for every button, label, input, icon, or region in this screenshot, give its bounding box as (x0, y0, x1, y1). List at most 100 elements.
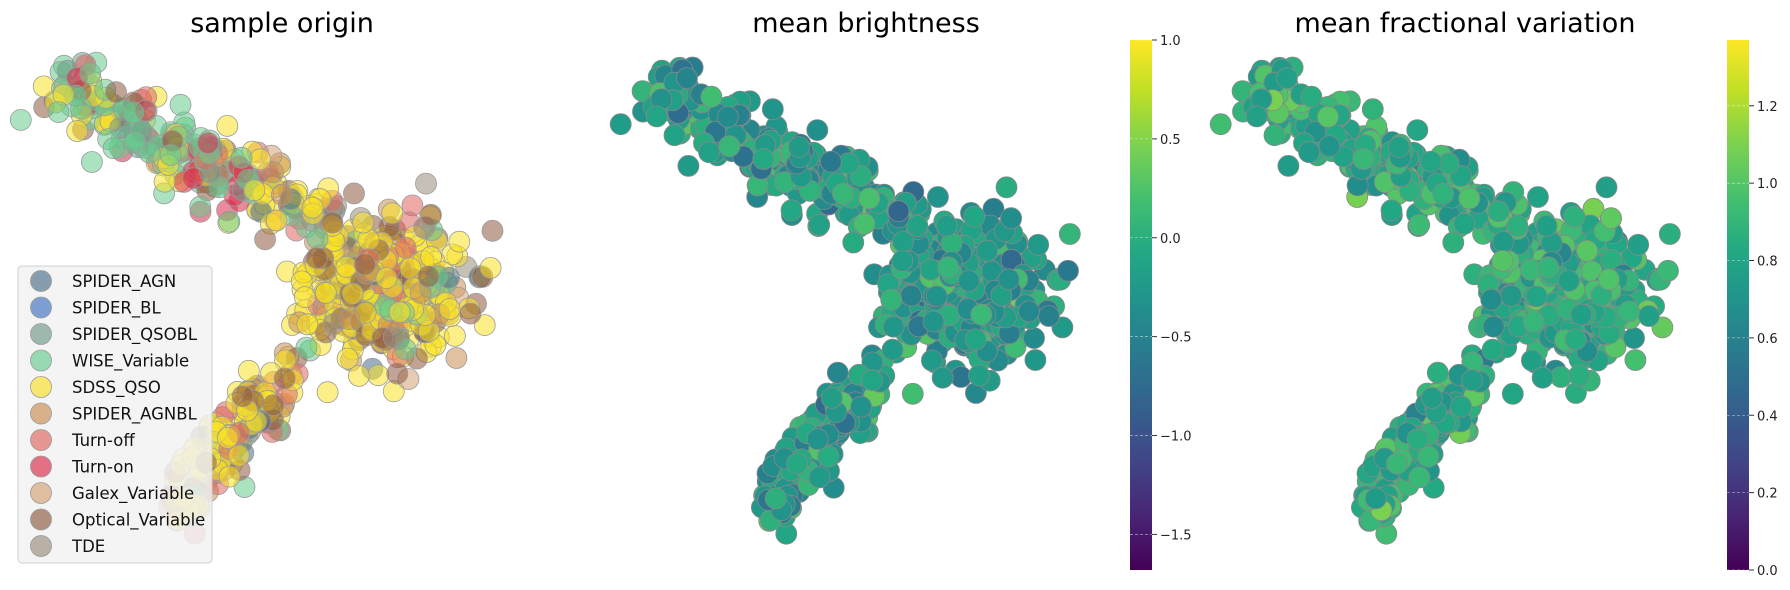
scatter-point (1024, 349, 1047, 371)
scatter-point (388, 301, 411, 324)
scatter-point (925, 285, 948, 308)
scatter-point (645, 105, 668, 128)
scatter-point (937, 256, 960, 279)
scatter-point (997, 268, 1020, 291)
legend-label: Galex_Variable (72, 484, 194, 504)
scatter-point (1506, 215, 1529, 237)
scatter-point (858, 187, 881, 210)
scatter-point (808, 213, 831, 236)
scatter-point (102, 137, 125, 160)
scatter-point (1522, 310, 1545, 333)
scatter-point (922, 310, 945, 333)
scatter-point (1408, 213, 1431, 236)
scatter-point (1492, 230, 1515, 253)
scatter-point (81, 151, 103, 173)
colorbar-tick-label: 1.2 (1757, 100, 1778, 115)
scatter-point (382, 326, 405, 349)
legend-marker (30, 376, 52, 398)
scatter-point (1386, 452, 1408, 475)
scatter-point (438, 298, 461, 320)
scatter-point (806, 428, 829, 451)
scatter-point (698, 141, 720, 164)
scatter-point (821, 386, 843, 409)
scatter-point (1597, 268, 1620, 291)
scatter-point (906, 215, 929, 237)
scatter-point (216, 427, 239, 449)
colorbar-gradient (1130, 40, 1152, 570)
scatter-point (353, 253, 376, 276)
scatter-point (1408, 466, 1431, 489)
scatter-point (1570, 303, 1593, 326)
chart-title: sample origin (190, 8, 374, 39)
scatter-point (262, 394, 285, 417)
scatter-point (786, 452, 808, 475)
legend-marker (30, 323, 52, 345)
scatter-point (780, 199, 803, 222)
colorbar-tick-label: −1.5 (1160, 528, 1192, 543)
scatter-point (296, 313, 319, 336)
scatter-point (900, 284, 923, 307)
scatter-point (1388, 136, 1410, 159)
scatter-point (1406, 119, 1429, 142)
scatter-point (386, 362, 409, 385)
scatter-point (265, 209, 288, 232)
legend-label: SDSS_QSO (72, 378, 161, 398)
scatter-point (79, 62, 102, 85)
scatter-point (1027, 233, 1050, 256)
scatter-point (1263, 124, 1286, 147)
legend-label: Optical_Variable (72, 511, 205, 531)
scatter-point (301, 196, 324, 219)
scatter-point (752, 148, 775, 170)
scatter-point (367, 364, 390, 387)
scatter-point (921, 349, 943, 372)
scatter-point (270, 183, 293, 206)
scatter-point (417, 265, 440, 288)
scatter-point (1458, 187, 1481, 210)
scatter-point (1627, 233, 1650, 256)
scatter-point (891, 249, 914, 272)
scatter-point (880, 288, 903, 311)
scatter-point (853, 212, 876, 235)
legend-marker (30, 508, 52, 531)
legend-label: SPIDER_QSOBL (72, 325, 198, 345)
scatter-point (227, 444, 250, 467)
scatter-point (1500, 284, 1523, 307)
panel-mean-brightness: mean brightness 1.0 0.5 0.0 −0.5 −1.0 −1.5 (609, 8, 1192, 570)
legend-marker (30, 270, 52, 292)
scatter-point (1421, 386, 1443, 409)
scatter-point (882, 315, 905, 338)
scatter-point (1018, 300, 1040, 323)
scatter-point (1023, 327, 1045, 350)
scatter-point (761, 98, 784, 121)
scatter-point (273, 367, 296, 390)
scatter-point (881, 338, 904, 361)
scatter-point (1057, 259, 1079, 282)
scatter-point (9, 109, 32, 131)
scatter-point (1527, 186, 1549, 208)
scatter-point (189, 195, 212, 218)
scatter-point (1317, 105, 1339, 128)
scatter-point (1624, 349, 1647, 371)
scatter-point (1461, 369, 1483, 392)
colorbar-tick-label: 0.5 (1160, 133, 1181, 148)
legend-label: SPIDER_AGN (72, 272, 176, 292)
scatter-point (1364, 487, 1387, 510)
scatter-point (970, 303, 993, 326)
legend-box (17, 265, 213, 564)
scatter-point (764, 487, 787, 510)
scatter-point (481, 219, 504, 242)
scatter-point (394, 236, 417, 259)
colorbar-tick-label: 0.6 (1757, 332, 1778, 347)
scatter-point (1481, 338, 1504, 361)
panel-sample-origin: sample origin SPIDER_AGNSPIDER_BLSPIDER_… (9, 8, 504, 564)
legend-marker (30, 349, 52, 372)
scatter-point (1480, 288, 1503, 311)
colorbar-tick-label: 0.4 (1757, 409, 1778, 424)
scatter-point (479, 256, 502, 279)
scatter-point (66, 120, 89, 142)
scatter-point (957, 269, 980, 292)
scatter-point (230, 146, 253, 169)
scatter-point (216, 115, 239, 137)
legend-label: Turn-on (71, 458, 134, 477)
